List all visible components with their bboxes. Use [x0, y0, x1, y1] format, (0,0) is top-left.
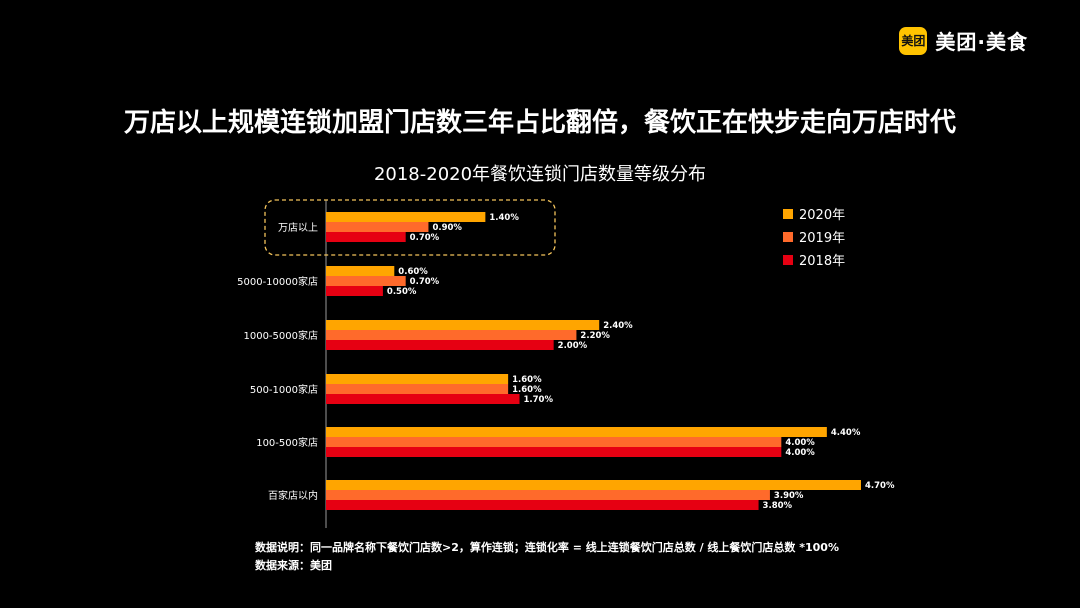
data-label: 0.70%	[410, 277, 440, 287]
legend-label: 2018年	[799, 254, 845, 269]
legend-label: 2020年	[799, 208, 845, 223]
bar	[326, 490, 770, 500]
highlight-box	[264, 199, 556, 256]
data-label: 4.00%	[785, 448, 815, 458]
legend-swatch	[783, 255, 793, 265]
bar	[326, 330, 577, 340]
legend-swatch	[783, 209, 793, 219]
bar	[326, 374, 509, 384]
category-label: 5000-10000家店	[237, 275, 318, 288]
bar	[326, 394, 520, 404]
bar	[326, 286, 383, 296]
data-label: 1.40%	[489, 213, 519, 223]
bar	[326, 427, 827, 437]
bar	[326, 212, 486, 222]
data-label: 2.40%	[603, 321, 633, 331]
data-label: 4.70%	[865, 481, 895, 491]
category-label: 万店以上	[278, 221, 318, 234]
data-label: 0.50%	[387, 287, 417, 297]
data-label: 2.20%	[580, 331, 610, 341]
data-label: 4.40%	[831, 428, 861, 438]
data-source-note: 数据来源：美团	[255, 559, 332, 572]
page-headline: 万店以上规模连锁加盟门店数三年占比翻倍，餐饮正在快步走向万店时代	[123, 108, 956, 138]
brand-name: 美团·美食	[935, 30, 1028, 54]
data-label: 0.60%	[398, 267, 428, 277]
data-label: 3.80%	[763, 501, 793, 511]
bar	[326, 232, 406, 242]
bar	[326, 320, 600, 330]
brand-logo: 美团 美团·美食	[899, 26, 1028, 55]
chart-title: 2018-2020年餐饮连锁门店数量等级分布	[373, 164, 707, 185]
data-label: 1.60%	[512, 385, 542, 395]
data-label: 0.90%	[432, 223, 462, 233]
category-label: 500-1000家店	[250, 383, 318, 396]
bar	[326, 384, 509, 394]
bar	[326, 437, 782, 447]
meituan-badge-icon: 美团	[899, 26, 928, 55]
data-label: 0.70%	[410, 233, 440, 243]
data-description-note: 数据说明：同一品牌名称下餐饮门店数>2，算作连锁；连锁化率 = 线上连锁餐饮门店…	[255, 541, 839, 554]
category-label: 100-500家店	[256, 436, 318, 449]
bar	[326, 480, 861, 490]
data-label: 1.60%	[512, 375, 542, 385]
data-label: 3.90%	[774, 491, 804, 501]
bar	[326, 222, 429, 232]
bar	[326, 340, 554, 350]
bar	[326, 266, 395, 276]
data-label: 1.70%	[524, 395, 554, 405]
bar	[326, 276, 406, 286]
bar	[326, 500, 759, 510]
category-label: 百家店以内	[268, 489, 318, 502]
data-label: 4.00%	[785, 438, 815, 448]
bar	[326, 447, 782, 457]
legend-swatch	[783, 232, 793, 242]
category-label: 1000-5000家店	[243, 329, 318, 342]
data-label: 2.00%	[558, 341, 588, 351]
legend-label: 2019年	[799, 231, 845, 246]
